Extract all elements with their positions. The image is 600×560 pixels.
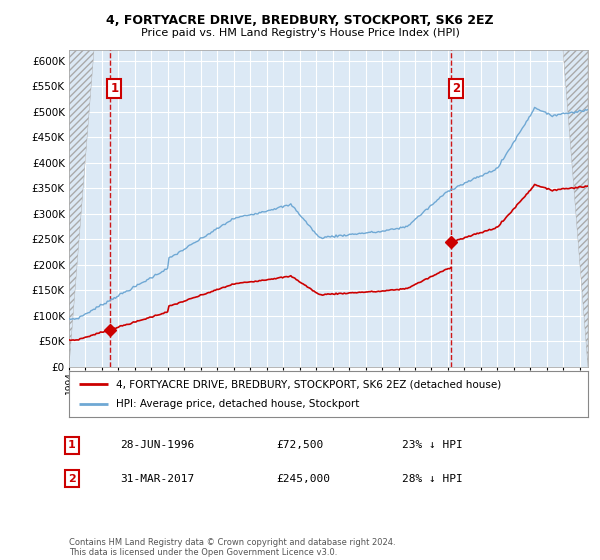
- Text: 28-JUN-1996: 28-JUN-1996: [120, 440, 194, 450]
- Text: 23% ↓ HPI: 23% ↓ HPI: [402, 440, 463, 450]
- Text: 31-MAR-2017: 31-MAR-2017: [120, 474, 194, 484]
- Text: 4, FORTYACRE DRIVE, BREDBURY, STOCKPORT, SK6 2EZ (detached house): 4, FORTYACRE DRIVE, BREDBURY, STOCKPORT,…: [116, 379, 501, 389]
- Text: £72,500: £72,500: [276, 440, 323, 450]
- Text: 2: 2: [452, 82, 460, 95]
- Text: Price paid vs. HM Land Registry's House Price Index (HPI): Price paid vs. HM Land Registry's House …: [140, 28, 460, 38]
- Text: Contains HM Land Registry data © Crown copyright and database right 2024.
This d: Contains HM Land Registry data © Crown c…: [69, 538, 395, 557]
- Text: 28% ↓ HPI: 28% ↓ HPI: [402, 474, 463, 484]
- Text: HPI: Average price, detached house, Stockport: HPI: Average price, detached house, Stoc…: [116, 399, 359, 409]
- Text: 1: 1: [110, 82, 119, 95]
- Text: £245,000: £245,000: [276, 474, 330, 484]
- Polygon shape: [563, 50, 588, 367]
- Polygon shape: [69, 50, 94, 367]
- Text: 1: 1: [68, 440, 76, 450]
- Text: 4, FORTYACRE DRIVE, BREDBURY, STOCKPORT, SK6 2EZ: 4, FORTYACRE DRIVE, BREDBURY, STOCKPORT,…: [106, 14, 494, 27]
- Text: 2: 2: [68, 474, 76, 484]
